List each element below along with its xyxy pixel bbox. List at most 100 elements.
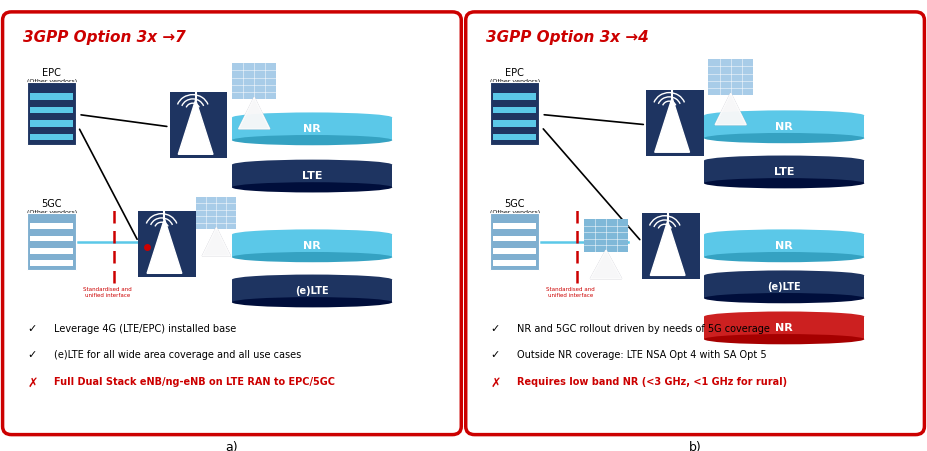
Bar: [27, 213, 76, 271]
Polygon shape: [715, 93, 746, 125]
Ellipse shape: [232, 182, 392, 193]
Text: Full Dual Stack eNB/ng-eNB on LTE RAN to EPC/5GC: Full Dual Stack eNB/ng-eNB on LTE RAN to…: [54, 377, 335, 387]
Text: NR: NR: [775, 241, 793, 251]
Polygon shape: [202, 227, 231, 256]
Ellipse shape: [232, 135, 392, 145]
Text: Leverage 4G (LTE/EPC) installed base: Leverage 4G (LTE/EPC) installed base: [54, 324, 236, 334]
Bar: [493, 236, 536, 241]
Ellipse shape: [704, 293, 864, 303]
Ellipse shape: [704, 133, 864, 143]
Text: 3GPP Option 3x →7: 3GPP Option 3x →7: [22, 30, 185, 46]
Text: b): b): [689, 441, 702, 451]
Bar: [30, 236, 73, 241]
Bar: [704, 235, 864, 257]
Text: Standardised and
unified interface: Standardised and unified interface: [83, 287, 132, 298]
Polygon shape: [590, 250, 622, 279]
Text: Requires low band NR (<3 GHz, <1 GHz for rural): Requires low band NR (<3 GHz, <1 GHz for…: [517, 377, 787, 387]
Text: ✗: ✗: [27, 377, 38, 390]
Text: 5GC: 5GC: [42, 199, 62, 209]
Text: EPC: EPC: [42, 68, 61, 78]
Bar: [493, 260, 536, 266]
Polygon shape: [238, 97, 270, 129]
Text: (Other vendors): (Other vendors): [489, 79, 540, 84]
Bar: [641, 213, 700, 279]
Bar: [197, 197, 236, 229]
Text: Outside NR coverage: LTE NSA Opt 4 with SA Opt 5: Outside NR coverage: LTE NSA Opt 4 with …: [517, 350, 767, 360]
Ellipse shape: [232, 297, 392, 308]
Bar: [704, 115, 864, 138]
Text: NR: NR: [303, 124, 321, 134]
Text: (e)LTE: (e)LTE: [296, 286, 329, 296]
Bar: [493, 134, 536, 140]
Bar: [493, 120, 536, 127]
Text: NR and 5GC rollout driven by needs of 5G coverage: NR and 5GC rollout driven by needs of 5G…: [517, 324, 769, 334]
Text: a): a): [225, 441, 238, 451]
Bar: [30, 134, 73, 140]
Ellipse shape: [704, 178, 864, 189]
Bar: [170, 92, 227, 157]
Text: NR: NR: [775, 122, 793, 132]
Bar: [493, 224, 536, 229]
Text: 5GC: 5GC: [504, 199, 525, 209]
Text: 3GPP Option 3x →4: 3GPP Option 3x →4: [486, 30, 649, 46]
Bar: [708, 59, 753, 95]
Text: (e)LTE: (e)LTE: [768, 282, 801, 292]
Text: ✓: ✓: [27, 324, 36, 334]
Polygon shape: [590, 250, 622, 279]
Text: EPC: EPC: [505, 68, 524, 78]
Bar: [138, 211, 197, 276]
Text: ✓: ✓: [27, 350, 36, 360]
Polygon shape: [147, 219, 182, 273]
Bar: [27, 82, 76, 145]
Bar: [646, 90, 704, 156]
Polygon shape: [178, 100, 213, 154]
Bar: [490, 213, 540, 271]
Bar: [30, 93, 73, 100]
Text: (Other vendors): (Other vendors): [27, 210, 77, 215]
Bar: [30, 248, 73, 253]
Bar: [490, 82, 540, 145]
Polygon shape: [715, 93, 746, 125]
Ellipse shape: [704, 271, 864, 281]
Bar: [704, 276, 864, 298]
Ellipse shape: [232, 252, 392, 262]
Ellipse shape: [232, 112, 392, 123]
Text: ✓: ✓: [490, 350, 500, 360]
Bar: [30, 260, 73, 266]
Ellipse shape: [232, 230, 392, 239]
Text: NR: NR: [303, 241, 321, 251]
Ellipse shape: [704, 334, 864, 344]
Ellipse shape: [704, 252, 864, 262]
Bar: [493, 93, 536, 100]
Bar: [232, 63, 276, 99]
Bar: [30, 107, 73, 113]
Ellipse shape: [704, 156, 864, 166]
Bar: [704, 317, 864, 339]
Text: LTE: LTE: [774, 167, 794, 177]
Text: (Other vendors): (Other vendors): [27, 79, 77, 84]
Bar: [30, 224, 73, 229]
Bar: [232, 280, 392, 302]
Bar: [704, 161, 864, 183]
Bar: [30, 120, 73, 127]
Text: NR: NR: [775, 323, 793, 333]
Ellipse shape: [704, 230, 864, 239]
Polygon shape: [202, 227, 231, 256]
Text: ✗: ✗: [490, 377, 501, 390]
Bar: [584, 219, 629, 252]
Bar: [493, 248, 536, 253]
Ellipse shape: [704, 110, 864, 121]
Bar: [232, 165, 392, 187]
Bar: [493, 107, 536, 113]
Text: LTE: LTE: [302, 171, 323, 181]
Bar: [232, 235, 392, 257]
Text: (Other vendors): (Other vendors): [489, 210, 540, 215]
Polygon shape: [651, 221, 685, 276]
Text: Standardised and
unified interface: Standardised and unified interface: [546, 287, 595, 298]
Bar: [232, 118, 392, 140]
Text: (e)LTE for all wide area coverage and all use cases: (e)LTE for all wide area coverage and al…: [54, 350, 301, 360]
Ellipse shape: [704, 312, 864, 322]
Text: ✓: ✓: [490, 324, 500, 334]
Ellipse shape: [232, 160, 392, 170]
Polygon shape: [238, 97, 270, 129]
